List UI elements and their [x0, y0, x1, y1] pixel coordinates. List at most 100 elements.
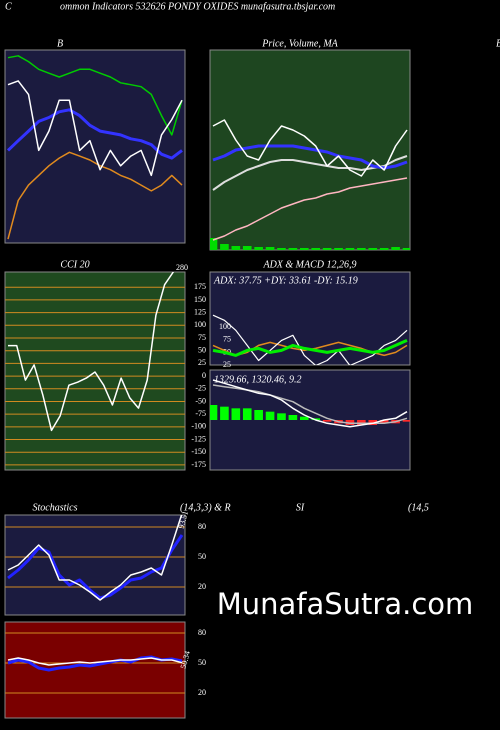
bar — [402, 248, 410, 250]
y-tick-label: -25 — [195, 384, 206, 393]
series-line — [212, 144, 408, 170]
series-line — [7, 151, 183, 240]
y-tick-label: -150 — [191, 447, 206, 456]
bar — [299, 248, 309, 250]
bar — [231, 408, 241, 420]
bar — [357, 420, 366, 425]
series-line — [7, 515, 183, 601]
bar — [391, 247, 400, 250]
series-line — [212, 177, 408, 241]
bar — [345, 420, 355, 425]
panel-subtitle: (14,5 — [408, 502, 429, 513]
bar — [242, 246, 252, 250]
plot-area — [7, 655, 183, 672]
panel-subtitle: ADX: 37.75 +DY: 33.61 -DY: 15.19 — [213, 275, 358, 286]
edge-text: B — [496, 38, 500, 49]
series-line — [212, 314, 408, 365]
series-line — [212, 379, 408, 428]
bar — [334, 248, 343, 250]
bar — [311, 418, 321, 420]
y-tick-label: 175 — [194, 282, 206, 291]
value-label: 50.34 — [179, 650, 192, 670]
panel-subtitle: 1329.66, 1320.46, 9.2 — [214, 374, 302, 385]
panel-title: B — [57, 38, 63, 49]
series-line — [8, 272, 175, 432]
y-tick-label: 100 — [194, 320, 206, 329]
plot-area — [212, 314, 408, 365]
y-tick-label: 80 — [198, 628, 206, 637]
y-tick-label: 125 — [194, 307, 206, 316]
y-tick-label: -175 — [191, 460, 206, 469]
y-tick-label: 50 — [198, 346, 206, 355]
y-tick-label: 0 — [202, 371, 206, 380]
bar — [220, 244, 229, 250]
panel-title: ADX & MACD 12,26,9 — [262, 259, 356, 270]
bar — [210, 405, 218, 420]
bar — [254, 247, 263, 250]
header-initial: C — [5, 1, 12, 12]
plot-area — [6, 55, 183, 240]
y-tick-label: 20 — [198, 688, 206, 697]
y-tick-label: 100 — [219, 322, 231, 331]
series-line — [7, 80, 183, 177]
series-line — [212, 119, 408, 177]
plot-area — [7, 515, 184, 601]
series-line — [7, 657, 183, 666]
series-line — [6, 108, 183, 160]
y-tick-label: -75 — [195, 409, 206, 418]
bar — [368, 248, 378, 250]
bar — [402, 420, 410, 422]
bar — [277, 413, 286, 420]
bar — [265, 247, 275, 250]
bar — [311, 248, 321, 250]
y-tick-label: -100 — [191, 422, 206, 431]
y-tick-label: 50 — [198, 552, 206, 561]
bar — [322, 248, 332, 250]
bar — [210, 238, 218, 250]
bar — [345, 248, 355, 250]
panel-subtitle: (14,3,3) & R — [180, 502, 231, 513]
bar — [254, 410, 263, 420]
bar — [231, 246, 241, 250]
bar — [288, 248, 298, 250]
panel-title: Stochastics — [33, 502, 78, 513]
bar — [368, 420, 378, 425]
bar — [357, 248, 366, 250]
value-label: 280 — [176, 263, 188, 272]
y-tick-label: -50 — [195, 396, 206, 405]
bar — [299, 416, 309, 420]
bar — [379, 420, 389, 424]
y-tick-label: 50 — [198, 658, 206, 667]
series-line — [7, 55, 183, 136]
value-label: 93.51 — [177, 510, 190, 530]
bar — [277, 248, 286, 250]
bar — [220, 406, 229, 420]
series-line — [7, 534, 184, 600]
series-line — [7, 655, 183, 672]
series-line — [212, 339, 408, 357]
y-tick-label: -125 — [191, 434, 206, 443]
bar — [288, 415, 298, 420]
y-tick-label: 25 — [198, 358, 206, 367]
plot-area — [210, 379, 410, 428]
y-tick-label: 75 — [198, 333, 206, 342]
y-tick-label: 150 — [194, 295, 206, 304]
watermark: MunafaSutra.com — [217, 587, 474, 621]
panel-title: CCI 20 — [60, 259, 89, 270]
y-tick-label: 75 — [223, 335, 231, 344]
panel-background — [4, 271, 186, 471]
bar — [322, 420, 332, 422]
bar — [379, 248, 389, 250]
panel-title: Price, Volume, MA — [261, 38, 338, 49]
bar — [242, 408, 252, 420]
header-title: ommon Indicators 532626 PONDY OXIDES mun… — [60, 1, 335, 12]
y-tick-label: 20 — [198, 582, 206, 591]
panel-background — [4, 514, 186, 616]
plot-area — [210, 119, 410, 250]
y-tick-label: 25 — [223, 360, 231, 369]
panel-background — [4, 621, 186, 719]
y-tick-label: 80 — [198, 522, 206, 531]
bar — [265, 411, 275, 420]
